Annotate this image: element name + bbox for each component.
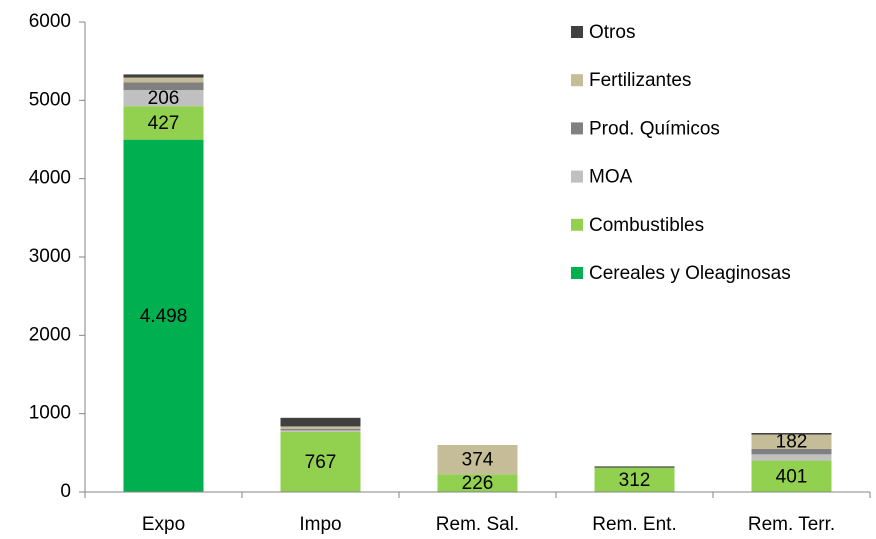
bar-segment [437,474,518,492]
legend-label: Otros [589,22,635,43]
x-tick-label: Expo [142,514,185,534]
legend-label: MOA [589,167,633,188]
bar-segment [123,139,204,492]
bar-segment [123,74,204,78]
legend-label: Fertilizantes [589,70,691,91]
bar-segment [123,106,204,140]
x-tick-label: Impo [299,514,341,534]
legend-label: Cereales y Oleaginosas [589,263,791,284]
bar-segment [123,82,204,91]
value-label: 767 [305,452,337,473]
y-tick-label: 1000 [29,403,71,424]
value-label: 206 [148,88,180,109]
y-tick-label: 6000 [29,11,71,32]
bar-segment [594,466,675,468]
legend-label: Prod. Químicos [589,118,720,139]
bar-segment [280,431,361,492]
value-label: 401 [776,466,808,487]
legend-swatch [571,74,583,87]
x-tick-label: Rem. Sal. [436,514,519,534]
legend-swatch [571,170,583,183]
value-label: 182 [776,432,808,453]
bar-segment [437,445,518,475]
x-tick-label: Rem. Ent. [592,514,676,534]
x-tick-label: Rem. Terr. [748,514,835,534]
bar-segment [751,433,832,435]
legend-swatch [571,218,583,231]
bar-segment [123,77,204,83]
bar-segment [280,426,361,429]
bar-segment [751,434,832,449]
y-tick-label: 0 [60,481,71,502]
bar-segment [280,428,361,431]
value-label: 4.498 [140,306,188,327]
bar-segment [751,448,832,455]
bar-segment [280,417,361,427]
legend-swatch [571,267,583,279]
value-label: 312 [619,470,651,491]
bar-segment [751,460,832,492]
y-tick-label: 4000 [29,168,71,189]
bar-segment [280,430,361,432]
value-label: 427 [148,113,180,134]
bar-segment [594,467,675,492]
legend-swatch [571,122,583,135]
bar-segment [751,454,832,461]
value-label: 374 [462,450,494,471]
legend-label: Combustibles [589,215,704,236]
y-tick-label: 3000 [29,246,71,267]
y-tick-label: 2000 [29,324,71,345]
bar-segment [123,90,204,107]
y-tick-label: 5000 [29,89,71,110]
legend-swatch [571,26,583,38]
value-label: 226 [462,473,494,494]
